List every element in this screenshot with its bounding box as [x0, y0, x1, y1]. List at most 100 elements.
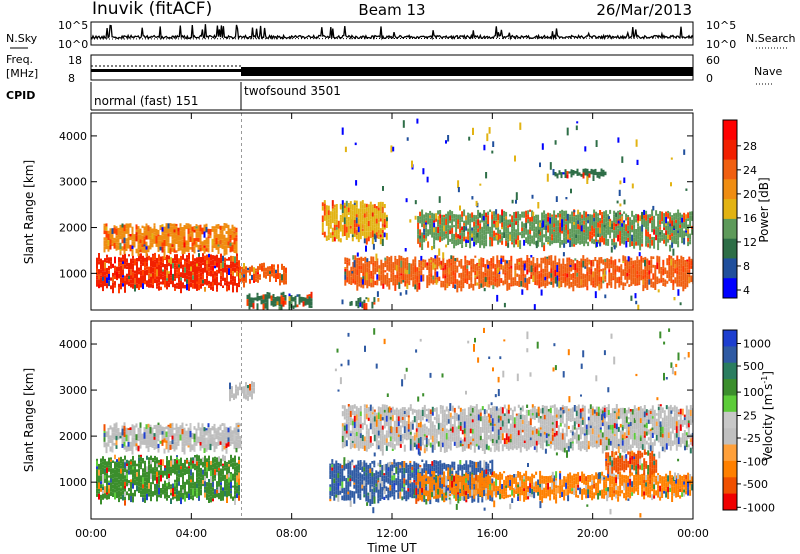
freq-unit: [MHz] — [6, 67, 38, 80]
colorbar-swatch — [723, 477, 737, 495]
colorbar-swatch — [723, 139, 737, 161]
power-colorbar: 28 24 20 16 12 8 4 — [722, 119, 757, 299]
colorbar-swatch — [723, 218, 737, 240]
y-tick-label: 2000 — [59, 222, 87, 235]
colorbar-tick-label: 25 — [743, 410, 757, 423]
noise-tick-top-right: 10^5 — [706, 19, 736, 32]
echo-region-9 — [552, 168, 607, 181]
freq-tick-bottom: 8 — [68, 72, 75, 85]
colorbar-tick-label: 8 — [743, 260, 750, 273]
nave-trace-early — [91, 69, 241, 72]
colorbar-swatch — [723, 411, 737, 429]
site-title: Inuvik (fitACF) — [92, 0, 212, 19]
colorbar-swatch — [723, 444, 737, 462]
colorbar-swatch — [723, 278, 737, 299]
y-tick-label: 3000 — [59, 176, 87, 189]
colorbar-tick-label: 4 — [743, 284, 750, 297]
colorbar-swatch — [723, 428, 737, 446]
freq-tick-top: 18 — [68, 54, 82, 67]
echo-region-4 — [246, 291, 313, 310]
echo-region-2 — [103, 223, 238, 260]
colorbar-tick-label: -25 — [743, 432, 761, 445]
colorbar-swatch — [723, 330, 737, 347]
freq-label: Freq. — [6, 53, 33, 66]
velocity-ylabel: Slant Range [km] — [22, 368, 36, 472]
echo-region-3 — [239, 262, 287, 288]
colorbar-swatch — [723, 362, 737, 380]
power-colorbar-label: Power [dB] — [757, 177, 771, 242]
colorbar-swatch — [723, 493, 737, 511]
echo-region-2 — [103, 422, 242, 455]
nsky-label: N.Sky — [6, 32, 38, 45]
nave-tick-bottom: 0 — [706, 72, 713, 85]
colorbar-tick-label: -100 — [743, 455, 768, 468]
colorbar-swatch — [723, 395, 737, 413]
echo-region-8 — [349, 297, 380, 310]
y-tick-label: 1000 — [59, 267, 87, 280]
y-tick-label: 2000 — [59, 430, 87, 443]
power-panel: 4000 3000 2000 1000 Slant Range [km] 28 24 20… — [22, 112, 771, 311]
noise-tick-bottom: 10^0 — [58, 38, 88, 51]
velocity-axis-ticks: 4000 3000 2000 1000 — [59, 338, 693, 489]
colorbar-swatch — [723, 120, 737, 141]
colorbar-swatch — [723, 379, 737, 396]
search-noise-line — [90, 37, 694, 40]
sparse-echoes — [340, 118, 688, 310]
colorbar-tick-label: 500 — [743, 360, 764, 373]
time-axis-ticks: 00:00 04:00 08:00 12:00 16:00 20:00 00:00 — [75, 113, 709, 540]
colorbar-tick-label: 24 — [743, 164, 757, 177]
echo-region-5 — [321, 200, 388, 246]
colorbar-swatch — [723, 199, 737, 220]
echo-region-5 — [329, 459, 494, 506]
x-tick-label: 04:00 — [175, 527, 207, 540]
colorbar-swatch — [723, 179, 737, 200]
date-title: 26/Mar/2013 — [596, 1, 692, 19]
echo-region-1 — [96, 454, 240, 506]
echo-region-6 — [344, 255, 693, 293]
frequency-panel: Freq. [MHz] 18 8 60 0 Nave — [6, 53, 782, 85]
colorbar-tick-label: 12 — [743, 236, 757, 249]
colorbar-tick-label: 100 — [743, 386, 764, 399]
noise-panel: N.Sky 10^5 10^0 10^5 10^0 N.Search — [6, 19, 796, 51]
colorbar-swatch — [723, 346, 737, 364]
velocity-heatmap — [96, 321, 693, 519]
time-axis-label: Time UT — [366, 541, 417, 554]
beam-title: Beam 13 — [358, 1, 425, 19]
nave-label: Nave — [754, 65, 782, 78]
y-tick-label: 4000 — [59, 338, 87, 351]
frequency-trace-late — [241, 67, 693, 76]
colorbar-tick-label: 28 — [743, 140, 757, 153]
x-tick-label: 08:00 — [276, 527, 308, 540]
power-ylabel: Slant Range [km] — [22, 160, 36, 264]
colorbar-tick-label: -1000 — [743, 501, 775, 514]
velocity-panel: 4000 3000 2000 1000 Slant Range [km] 1000 50… — [22, 320, 775, 520]
cpid-segment-twofsound: twofsound 3501 — [244, 84, 341, 98]
y-tick-label: 3000 — [59, 384, 87, 397]
echo-region-7 — [417, 209, 693, 252]
power-heatmap — [96, 113, 693, 310]
colorbar-swatch — [723, 238, 737, 259]
noise-tick-top: 10^5 — [58, 19, 88, 32]
noise-trace — [90, 24, 694, 41]
nsearch-label: N.Search — [746, 32, 796, 45]
echo-region-6 — [417, 470, 693, 504]
echo-region-3 — [229, 381, 255, 402]
cpid-label: CPID — [6, 89, 35, 102]
velocity-colorbar: 1000 500 100 25 -25 -100 -500 -1000 — [722, 329, 775, 514]
x-tick-label: 16:00 — [476, 527, 508, 540]
colorbar-tick-label: 16 — [743, 212, 757, 225]
colorbar-tick-label: 1000 — [743, 338, 771, 351]
velocity-colorbar-label: Velocity [m s-1] — [760, 371, 775, 461]
power-axis-ticks: 4000 3000 2000 1000 — [59, 130, 693, 280]
x-tick-label: 20:00 — [577, 527, 609, 540]
colorbar-swatch — [723, 159, 737, 180]
x-tick-label: 00:00 — [75, 527, 107, 540]
x-tick-label: 00:00 — [677, 527, 709, 540]
sparse-echoes — [334, 327, 690, 518]
colorbar-tick-label: -500 — [743, 478, 768, 491]
echo-region-1 — [96, 252, 240, 294]
y-tick-label: 4000 — [59, 130, 87, 143]
colorbar-swatch — [723, 460, 737, 478]
noise-tick-bottom-right: 10^0 — [706, 38, 736, 51]
